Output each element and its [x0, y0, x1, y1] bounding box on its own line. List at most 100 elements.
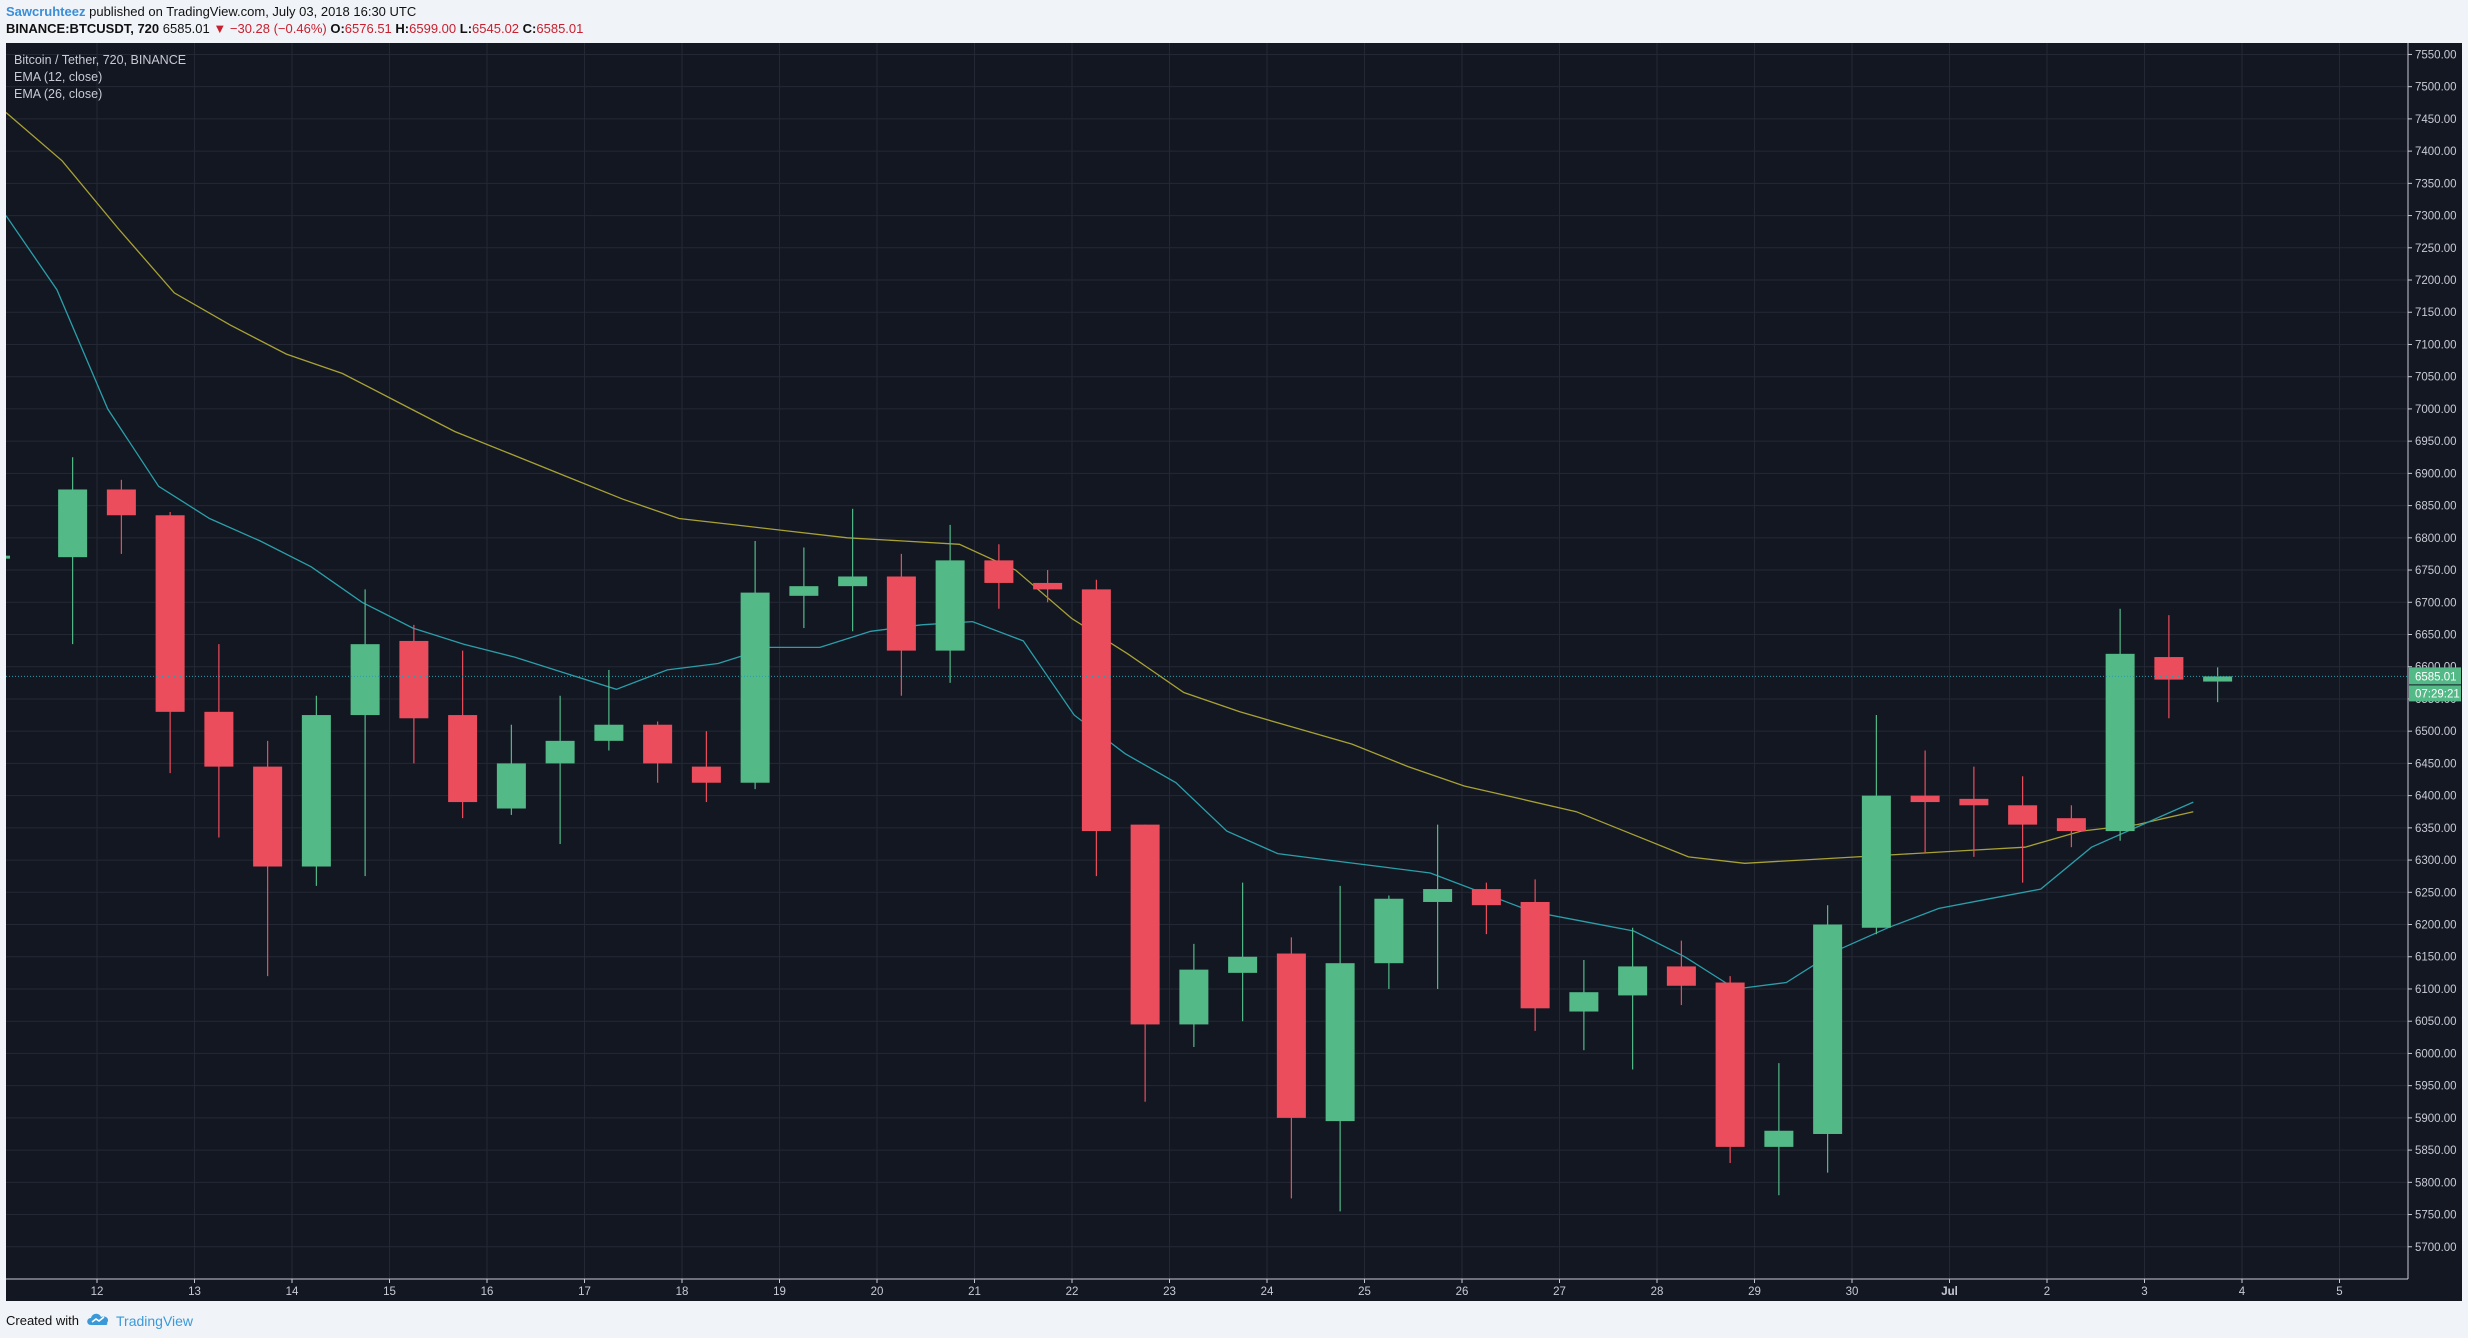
countdown-tag-label: 07:29:21 — [2415, 688, 2460, 700]
time-tick-label-1: 13 — [188, 1286, 201, 1298]
candlestick-chart[interactable]: 5700.00 5750.00 5800.00 5850.00 5900.00 5950.… — [6, 43, 2462, 1301]
price-tick-label-15: 6450.00 — [2415, 758, 2457, 770]
candles-series — [58, 457, 2233, 1212]
price-tick-label-10: 6200.00 — [2415, 920, 2457, 932]
last-price-tag — [2409, 667, 2461, 685]
chart-area[interactable]: 5700.00 5750.00 5800.00 5850.00 5900.00 5950.… — [6, 43, 2462, 1301]
candle-body-41 — [2056, 818, 2086, 832]
time-tick-label-17: 29 — [1748, 1286, 1761, 1298]
price-tick-label-36: 7500.00 — [2415, 82, 2457, 94]
time-tick-label-16: 28 — [1651, 1286, 1664, 1298]
candle-body-18 — [935, 560, 965, 651]
last-price: 6585.01 — [162, 21, 210, 36]
candle-body-43 — [2154, 657, 2184, 680]
open-value: 6576.51 — [344, 21, 392, 36]
legend-ema12[interactable]: EMA (12, close) — [14, 70, 103, 84]
price-tick-label-8: 6100.00 — [2415, 984, 2457, 996]
price-tick-label-31: 7250.00 — [2415, 243, 2457, 255]
candle-body-17 — [886, 576, 916, 651]
time-tick-label-19: Jul — [1941, 1286, 1958, 1298]
candle-body-25 — [1276, 953, 1306, 1118]
candle-body-33 — [1666, 966, 1696, 986]
price-tick-label-16: 6500.00 — [2415, 726, 2457, 738]
candle-body-2 — [155, 515, 185, 712]
price-tick-label-34: 7400.00 — [2415, 146, 2457, 158]
candle-body-14 — [740, 592, 770, 783]
candle-body-1 — [106, 489, 136, 516]
author-link[interactable]: Sawcruhteez — [6, 4, 86, 19]
price-tick-label-29: 7150.00 — [2415, 307, 2457, 319]
time-tick-label-22: 4 — [2239, 1286, 2246, 1298]
candle-body-22 — [1130, 824, 1160, 1025]
price-tick-label-6: 6000.00 — [2415, 1048, 2457, 1060]
time-tick-label-8: 20 — [871, 1286, 884, 1298]
price-tick-label-24: 6900.00 — [2415, 468, 2457, 480]
price-tick-label-23: 6850.00 — [2415, 501, 2457, 513]
high-label: H: — [395, 21, 410, 36]
candle-body-0 — [58, 489, 88, 558]
price-axis-bg — [2408, 43, 2462, 1279]
candle-body-13 — [691, 766, 721, 783]
time-tick-label-18: 30 — [1846, 1286, 1859, 1298]
candle-body-21 — [1081, 589, 1111, 832]
time-tick-label-14: 26 — [1456, 1286, 1469, 1298]
time-tick-label-11: 23 — [1163, 1286, 1176, 1298]
legend-symbol-title: Bitcoin / Tether, 720, BINANCE — [14, 53, 187, 67]
price-tick-label-11: 6250.00 — [2415, 887, 2457, 899]
price-tick-label-1: 5750.00 — [2415, 1210, 2457, 1222]
candle-body-11 — [594, 724, 624, 741]
chart-legend: Bitcoin / Tether, 720, BINANCE EMA (12, … — [14, 52, 186, 103]
tradingview-brand-link[interactable]: TradingView — [116, 1313, 194, 1329]
price-tick-label-7: 6050.00 — [2415, 1016, 2457, 1028]
candle-body-29 — [1471, 889, 1501, 906]
candle-body-15 — [789, 586, 819, 596]
candle-body-5 — [301, 715, 331, 867]
legend-ema26[interactable]: EMA (26, close) — [14, 87, 103, 101]
candle-body-32 — [1618, 966, 1648, 996]
candle-body-42 — [2105, 653, 2135, 832]
candle-body-19 — [984, 560, 1014, 583]
candle-body-27 — [1374, 898, 1404, 964]
price-tick-label-32: 7300.00 — [2415, 211, 2457, 223]
candle-body-37 — [1861, 795, 1891, 928]
price-tick-label-35: 7450.00 — [2415, 114, 2457, 126]
candle-body-7 — [399, 640, 429, 719]
price-change: ▼ −30.28 (−0.46%) — [213, 21, 327, 36]
time-tick-label-13: 25 — [1358, 1286, 1371, 1298]
tradingview-cloud-icon[interactable] — [84, 1309, 112, 1332]
candle-body-4 — [253, 766, 283, 867]
published-text: published on TradingView.com, July 03, 2… — [89, 4, 417, 19]
candle-body-38 — [1910, 795, 1940, 803]
price-tick-label-21: 6750.00 — [2415, 565, 2457, 577]
time-tick-label-20: 2 — [2044, 1286, 2050, 1298]
time-axis-bg — [6, 1279, 2462, 1301]
time-axis[interactable]: 12 13 14 15 16 17 18 19 20 21 22 23 24 25 26 27 28 29 30 Ju… — [6, 1278, 2462, 1301]
time-tick-label-15: 27 — [1553, 1286, 1566, 1298]
time-tick-label-23: 5 — [2336, 1286, 2342, 1298]
header: Sawcruhteez published on TradingView.com… — [0, 0, 2468, 40]
price-tick-label-14: 6400.00 — [2415, 791, 2457, 803]
time-tick-label-7: 19 — [773, 1286, 786, 1298]
high-value: 6599.00 — [409, 21, 457, 36]
candle-body-26 — [1325, 963, 1355, 1122]
time-tick-label-10: 22 — [1066, 1286, 1079, 1298]
time-tick-label-21: 3 — [2141, 1286, 2147, 1298]
low-value: 6545.02 — [472, 21, 520, 36]
open-label: O: — [330, 21, 345, 36]
symbol-line: BINANCE:BTCUSDT, 720 6585.01 ▼ −30.28 (−… — [6, 21, 583, 36]
price-tick-label-33: 7350.00 — [2415, 178, 2457, 190]
time-tick-label-9: 21 — [968, 1286, 981, 1298]
created-with-text: Created with — [6, 1313, 79, 1328]
low-label: L: — [459, 21, 473, 36]
time-tick-label-3: 15 — [383, 1286, 396, 1298]
price-axis[interactable]: 5700.00 5750.00 5800.00 5850.00 5900.00 5950.… — [6, 43, 2462, 1279]
candle-body-40 — [2008, 805, 2038, 825]
candle-body-30 — [1520, 901, 1550, 1009]
last-price-tag-label: 6585.01 — [2415, 671, 2457, 683]
candle-body-6 — [350, 644, 380, 716]
price-tick-label-12: 6300.00 — [2415, 855, 2457, 867]
price-tick-label-5: 5950.00 — [2415, 1081, 2457, 1093]
price-tick-label-2: 5800.00 — [2415, 1177, 2457, 1189]
symbol-name: BINANCE:BTCUSDT, 720 — [6, 21, 160, 36]
close-value: 6585.01 — [536, 21, 584, 36]
